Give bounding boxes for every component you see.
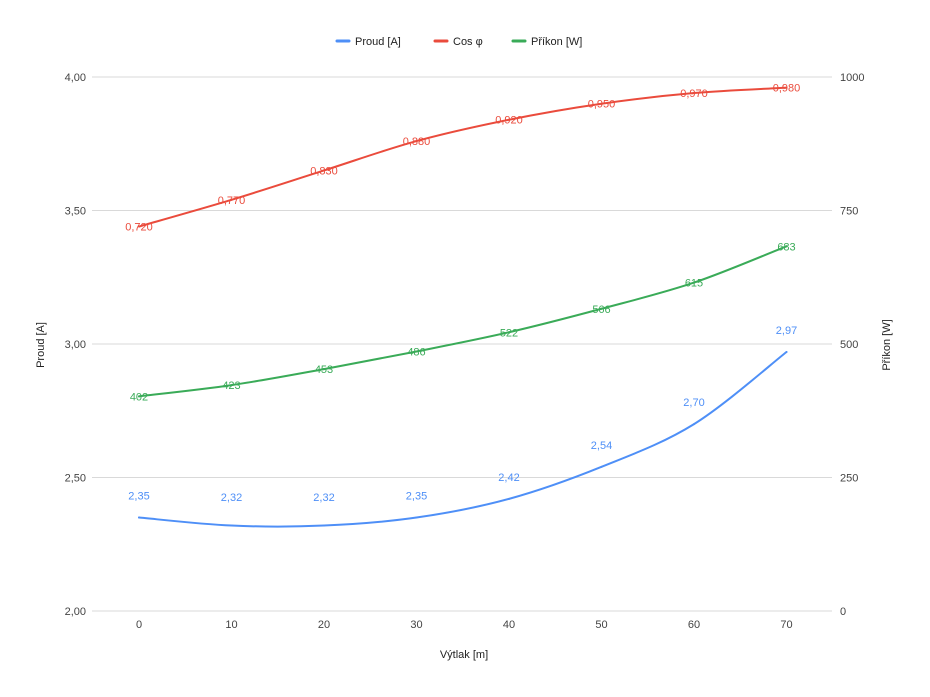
data-point-proud bbox=[508, 497, 510, 500]
x-tick-label: 30 bbox=[410, 619, 422, 631]
x-tick-label: 20 bbox=[318, 619, 330, 631]
gridlines bbox=[92, 76, 832, 612]
data-point-cos-phi bbox=[323, 169, 325, 172]
y-right-tick-label: 750 bbox=[840, 206, 858, 218]
data-point-prikon bbox=[323, 368, 325, 371]
data-label-cos-phi: 0,720 bbox=[125, 222, 153, 234]
data-label-prikon: 566 bbox=[592, 304, 610, 316]
series bbox=[138, 86, 788, 528]
y-right-tick-label: 1000 bbox=[840, 72, 864, 84]
series-line-prikon bbox=[138, 245, 788, 398]
data-point-cos-phi bbox=[230, 198, 233, 201]
x-tick-label: 50 bbox=[595, 619, 607, 631]
y-left-tick-label: 2,00 bbox=[65, 606, 86, 618]
data-point-prikon bbox=[415, 350, 418, 353]
legend: Proud [A] Cos φ Příkon [W] bbox=[335, 36, 582, 48]
data-label-cos-phi: 0,920 bbox=[495, 115, 523, 127]
data-point-cos-phi bbox=[415, 140, 418, 143]
data-label-cos-phi: 0,970 bbox=[680, 88, 708, 100]
x-tick-label: 40 bbox=[503, 619, 515, 631]
data-point-cos-phi bbox=[693, 92, 695, 95]
series-line-proud bbox=[138, 351, 788, 528]
legend-label-cos-phi: Cos φ bbox=[453, 36, 483, 48]
y-left-tick-label: 3,00 bbox=[65, 339, 86, 351]
data-label-prikon: 522 bbox=[500, 327, 518, 339]
data-label-proud: 2,42 bbox=[498, 472, 519, 484]
series-line-cos-phi bbox=[138, 86, 788, 228]
data-point-cos-phi bbox=[508, 118, 510, 121]
data-label-cos-phi: 0,980 bbox=[773, 83, 801, 95]
data-label-prikon: 683 bbox=[777, 241, 795, 253]
y-axis-left-title: Proud [A] bbox=[35, 322, 47, 368]
data-point-cos-phi bbox=[138, 225, 140, 228]
data-label-prikon: 615 bbox=[685, 278, 703, 290]
data-point-proud bbox=[415, 516, 418, 519]
y-left-tick-label: 4,00 bbox=[65, 72, 86, 84]
data-label-proud: 2,54 bbox=[591, 440, 612, 452]
data-point-prikon bbox=[508, 331, 510, 334]
data-point-prikon bbox=[785, 245, 788, 248]
data-point-prikon bbox=[138, 395, 140, 398]
data-label-proud: 2,32 bbox=[313, 492, 334, 504]
data-label-prikon: 486 bbox=[407, 346, 425, 358]
x-axis-title: Výtlak [m] bbox=[440, 649, 488, 661]
data-point-proud bbox=[230, 524, 233, 527]
y-right-tick-label: 0 bbox=[840, 606, 846, 618]
data-point-cos-phi bbox=[785, 86, 788, 89]
data-point-proud bbox=[693, 423, 695, 426]
data-point-proud bbox=[323, 524, 325, 527]
y-right-tick-label: 500 bbox=[840, 339, 858, 351]
data-label-proud: 2,35 bbox=[128, 491, 149, 503]
data-label-prikon: 402 bbox=[130, 391, 148, 403]
y-axis-right: 0 250 500 750 1000 bbox=[840, 72, 864, 618]
data-point-prikon bbox=[600, 307, 603, 310]
data-point-prikon bbox=[230, 384, 233, 387]
y-right-tick-label: 250 bbox=[840, 473, 858, 485]
data-label-proud: 2,32 bbox=[221, 492, 242, 504]
x-tick-label: 10 bbox=[225, 619, 237, 631]
legend-label-prikon: Příkon [W] bbox=[531, 36, 582, 48]
data-label-cos-phi: 0,880 bbox=[403, 136, 431, 148]
data-labels: 2,35 2,32 2,32 2,35 2,42 2,54 2,70 2,97 0,720 0,7… bbox=[125, 83, 800, 504]
data-label-prikon: 453 bbox=[315, 364, 333, 376]
data-point-prikon bbox=[693, 281, 695, 284]
y-left-tick-label: 2,50 bbox=[65, 473, 86, 485]
data-label-cos-phi: 0,770 bbox=[218, 195, 246, 207]
data-label-proud: 2,97 bbox=[776, 325, 797, 337]
data-label-cos-phi: 0,830 bbox=[310, 165, 338, 177]
data-point-cos-phi bbox=[600, 102, 603, 105]
x-tick-label: 0 bbox=[136, 619, 142, 631]
x-tick-label: 60 bbox=[688, 619, 700, 631]
data-label-prikon: 423 bbox=[222, 380, 240, 392]
y-axis-right-title: Příkon [W] bbox=[881, 319, 893, 370]
legend-label-proud: Proud [A] bbox=[355, 36, 401, 48]
data-point-proud bbox=[600, 465, 603, 468]
x-tick-label: 70 bbox=[780, 619, 792, 631]
data-label-proud: 2,35 bbox=[406, 491, 427, 503]
data-label-cos-phi: 0,950 bbox=[588, 99, 616, 111]
x-axis: 0 10 20 30 40 50 60 70 bbox=[136, 619, 793, 631]
data-point-proud bbox=[138, 516, 140, 519]
y-axis-left: 2,00 2,50 3,00 3,50 4,00 bbox=[65, 72, 86, 618]
data-point-proud bbox=[785, 351, 788, 354]
data-label-proud: 2,70 bbox=[683, 397, 704, 409]
y-left-tick-label: 3,50 bbox=[65, 206, 86, 218]
